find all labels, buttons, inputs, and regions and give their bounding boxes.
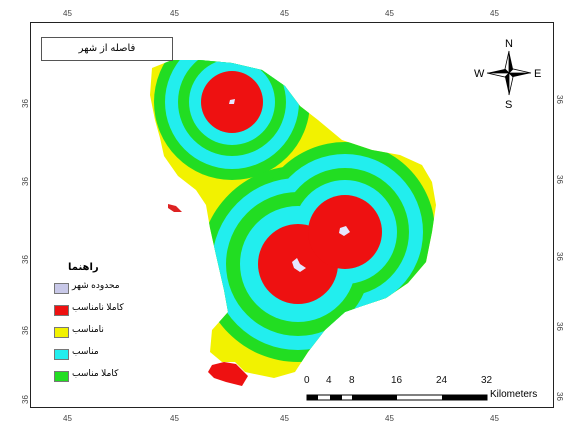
- scale-bar: [306, 394, 488, 401]
- legend-item-very-unsuitable: کاملا نامناسب: [46, 301, 166, 323]
- buffer-zones: [154, 60, 435, 362]
- compass-east: E: [534, 68, 541, 80]
- legend-swatch: [54, 349, 69, 360]
- scale-label: 32: [481, 375, 493, 386]
- scale-label: 16: [391, 375, 403, 386]
- legend-label: کاملا نامناسب: [72, 302, 124, 312]
- top-tick-label: 45: [170, 9, 179, 18]
- bottom-tick-label: 45: [170, 414, 179, 423]
- compass-south: S: [505, 99, 512, 111]
- scale-label: 8: [349, 375, 355, 386]
- legend-swatch: [54, 371, 69, 382]
- top-tick-label: 45: [490, 9, 499, 18]
- top-tick-label: 45: [385, 9, 394, 18]
- bottom-tick-label: 45: [63, 414, 72, 423]
- very-unsuitable-patch: [208, 362, 248, 386]
- very-unsuitable-patch: [168, 204, 182, 212]
- compass-west: W: [474, 68, 485, 80]
- scale-label: 24: [436, 375, 448, 386]
- legend-label: مناسب: [72, 346, 99, 356]
- legend-title: راهنما: [68, 262, 99, 273]
- top-tick-label: 45: [280, 9, 289, 18]
- legend-label: نامناسب: [72, 324, 104, 334]
- bottom-tick-label: 45: [385, 414, 394, 423]
- scale-label: 0: [304, 375, 310, 386]
- city-area: [292, 258, 306, 272]
- legend-swatch: [54, 283, 69, 294]
- legend-item-very-suitable: کاملا مناسب: [46, 367, 166, 389]
- legend-item-city: محدوده شهر: [46, 279, 166, 301]
- top-tick-label: 45: [63, 9, 72, 18]
- map-title: فاصله از شهر: [41, 37, 173, 61]
- scale-unit: Kilometers: [490, 389, 538, 400]
- city-area: [339, 226, 350, 236]
- legend-item-suitable: مناسب: [46, 345, 166, 367]
- compass-rose-icon: [486, 50, 532, 96]
- legend-swatch: [54, 327, 69, 338]
- scale-label: 4: [326, 375, 332, 386]
- legend-label: محدوده شهر: [72, 280, 120, 290]
- legend-swatch: [54, 305, 69, 316]
- legend-item-unsuitable: نامناسب: [46, 323, 166, 345]
- bottom-tick-label: 45: [490, 414, 499, 423]
- legend: راهنما محدوده شهر کاملا نامناسب نامناسب …: [46, 262, 166, 389]
- legend-label: کاملا مناسب: [72, 368, 119, 378]
- compass-north: N: [505, 38, 513, 50]
- bottom-tick-label: 45: [280, 414, 289, 423]
- city-area: [229, 99, 235, 104]
